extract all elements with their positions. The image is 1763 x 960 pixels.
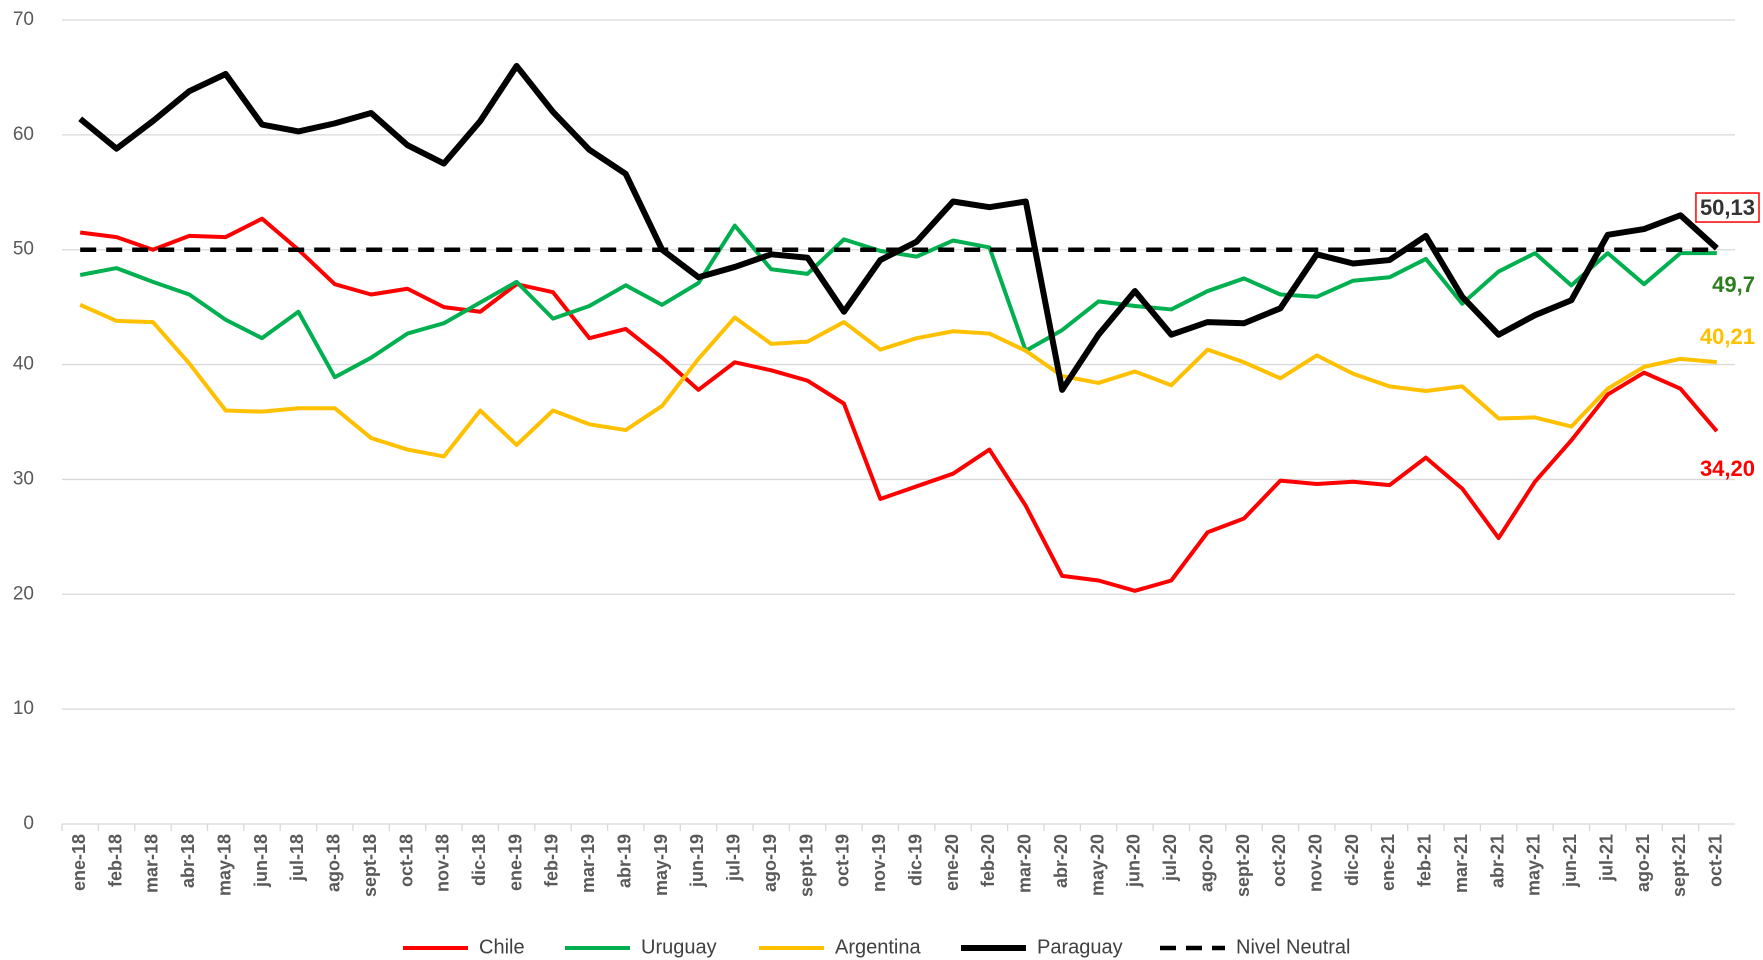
x-tick-label: nov-19 bbox=[869, 834, 889, 892]
x-tick-label: may-20 bbox=[1087, 834, 1107, 896]
x-tick-label: ene-19 bbox=[505, 834, 525, 891]
legend-label: Uruguay bbox=[641, 936, 717, 958]
x-tick-label: jul-20 bbox=[1160, 834, 1180, 882]
series-line bbox=[79, 303, 1718, 459]
x-tick-label: jul-19 bbox=[724, 834, 744, 882]
x-tick-label: ago-19 bbox=[760, 834, 780, 892]
value-label: 40,21 bbox=[1700, 324, 1755, 349]
x-tick-label: dic-20 bbox=[1342, 834, 1362, 886]
value-label: 50,13 bbox=[1700, 195, 1755, 220]
label-box bbox=[1695, 192, 1760, 223]
x-tick-label: dic-18 bbox=[469, 834, 489, 886]
x-tick-label: abr-21 bbox=[1487, 834, 1507, 888]
x-tick-label: may-21 bbox=[1524, 834, 1544, 896]
x-tick-label: oct-19 bbox=[833, 834, 853, 887]
y-tick-label: 0 bbox=[23, 813, 34, 834]
x-tick-label: abr-19 bbox=[614, 834, 634, 888]
y-tick-label: 60 bbox=[13, 124, 34, 145]
x-tick-label: jun-19 bbox=[687, 834, 707, 888]
x-tick-label: ago-18 bbox=[324, 834, 344, 892]
x-tick-label: jun-18 bbox=[251, 834, 271, 888]
x-tick-label: jun-21 bbox=[1560, 834, 1580, 888]
y-tick-label: 70 bbox=[13, 9, 34, 30]
x-tick-label: jul-18 bbox=[287, 834, 307, 882]
x-tick-label: feb-18 bbox=[105, 834, 125, 887]
legend-label: Argentina bbox=[835, 936, 921, 958]
x-tick-label: feb-19 bbox=[542, 834, 562, 887]
x-tick-label: ago-21 bbox=[1633, 834, 1653, 892]
y-tick-label: 20 bbox=[13, 583, 34, 604]
y-tick-label: 30 bbox=[13, 468, 34, 489]
x-tick-label: ene-21 bbox=[1378, 834, 1398, 891]
x-tick-label: feb-20 bbox=[978, 834, 998, 887]
value-label: 49,7 bbox=[1712, 272, 1755, 297]
value-label: 34,20 bbox=[1700, 456, 1755, 481]
x-tick-label: abr-20 bbox=[1051, 834, 1071, 888]
x-tick-label: oct-21 bbox=[1706, 834, 1726, 887]
x-tick-label: ago-20 bbox=[1196, 834, 1216, 892]
y-tick-label: 50 bbox=[13, 239, 34, 260]
x-tick-label: mar-19 bbox=[578, 834, 598, 893]
x-tick-label: oct-18 bbox=[396, 834, 416, 887]
x-tick-label: sept-18 bbox=[360, 834, 380, 897]
y-tick-label: 10 bbox=[13, 698, 34, 719]
x-tick-label: mar-21 bbox=[1451, 834, 1471, 893]
legend-label: Nivel Neutral bbox=[1236, 936, 1350, 958]
x-tick-label: ene-20 bbox=[942, 834, 962, 891]
x-tick-label: sept-21 bbox=[1669, 834, 1689, 897]
x-tick-label: dic-19 bbox=[905, 834, 925, 886]
x-tick-label: nov-20 bbox=[1306, 834, 1326, 892]
series-line bbox=[79, 216, 1719, 593]
legend-label: Chile bbox=[479, 936, 525, 958]
x-tick-label: sept-19 bbox=[796, 834, 816, 897]
x-tick-label: nov-18 bbox=[433, 834, 453, 892]
x-tick-label: abr-18 bbox=[178, 834, 198, 888]
x-tick-label: may-18 bbox=[214, 834, 234, 896]
x-tick-label: feb-21 bbox=[1415, 834, 1435, 887]
x-tick-label: jul-21 bbox=[1596, 834, 1616, 882]
x-tick-label: jun-20 bbox=[1124, 834, 1144, 888]
x-tick-label: sept-20 bbox=[1233, 834, 1253, 897]
series-line bbox=[78, 62, 1719, 393]
x-tick-label: oct-20 bbox=[1269, 834, 1289, 887]
x-tick-label: ene-18 bbox=[69, 834, 89, 891]
x-tick-label: may-19 bbox=[651, 834, 671, 896]
x-tick-label: mar-20 bbox=[1015, 834, 1035, 893]
legend-label: Paraguay bbox=[1037, 936, 1123, 958]
x-tick-label: mar-18 bbox=[142, 834, 162, 893]
y-tick-label: 40 bbox=[13, 354, 34, 375]
